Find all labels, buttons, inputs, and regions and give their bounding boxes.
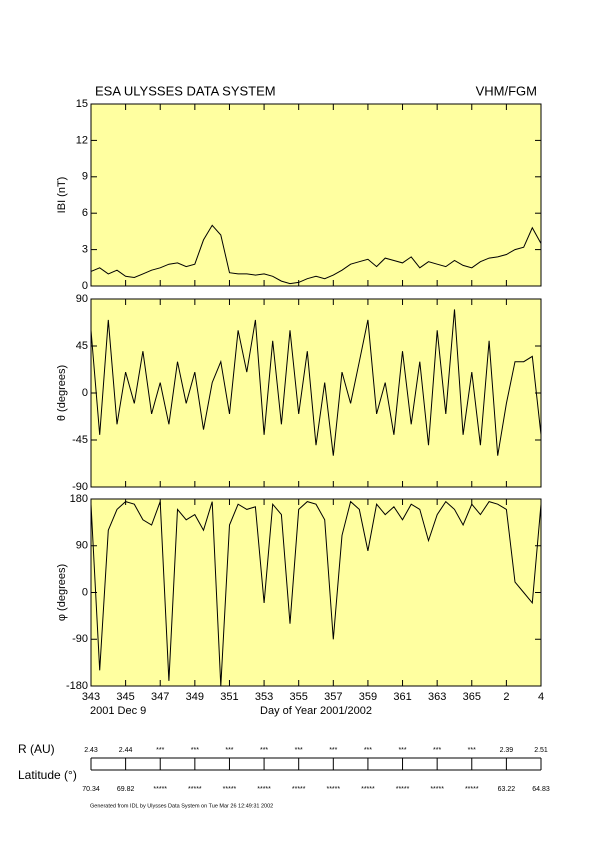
r-value: *** bbox=[295, 747, 303, 754]
lat-value: 69.82 bbox=[117, 786, 135, 793]
instrument: VHM/FGM bbox=[476, 83, 537, 98]
r-value: *** bbox=[191, 747, 199, 754]
x-tick-label: 355 bbox=[290, 691, 308, 703]
r-value: *** bbox=[156, 747, 164, 754]
lat-value: 70.34 bbox=[82, 786, 100, 793]
lat-value: ***** bbox=[188, 786, 202, 793]
plot-frame bbox=[90, 103, 542, 287]
y-tick-label: 180 bbox=[70, 493, 88, 505]
data-line bbox=[90, 500, 542, 687]
plot-background bbox=[91, 499, 541, 686]
y-tick-label: -45 bbox=[72, 434, 88, 446]
x-tick-label: 359 bbox=[359, 691, 377, 703]
lat-value: ***** bbox=[361, 786, 375, 793]
y-tick-label: 45 bbox=[76, 340, 88, 352]
lat-value: ***** bbox=[223, 786, 237, 793]
x-axis-label: Day of Year 2001/2002 bbox=[260, 705, 372, 717]
plot-background bbox=[91, 299, 541, 487]
lat-value: ***** bbox=[257, 786, 271, 793]
x-tick-label: 347 bbox=[151, 691, 169, 703]
x-tick-label: 349 bbox=[186, 691, 204, 703]
r-value: 2.51 bbox=[534, 747, 548, 754]
lat-value: ***** bbox=[396, 786, 410, 793]
r-value: *** bbox=[398, 747, 406, 754]
title: ESA ULYSSES DATA SYSTEM bbox=[95, 83, 276, 98]
y-tick-label: 9 bbox=[82, 171, 88, 183]
r-label: R (AU) bbox=[18, 742, 55, 756]
r-value: 2.44 bbox=[119, 747, 133, 754]
lat-value: 64.83 bbox=[532, 786, 550, 793]
date-label: 2001 Dec 9 bbox=[90, 705, 146, 717]
lat-value: ***** bbox=[292, 786, 306, 793]
x-tick-label: 363 bbox=[428, 691, 446, 703]
y-axis-label: φ (degrees) bbox=[56, 564, 68, 621]
data-line bbox=[90, 309, 542, 456]
y-tick-label: 15 bbox=[76, 98, 88, 110]
lat-label: Latitude (°) bbox=[18, 768, 77, 782]
r-value: *** bbox=[329, 747, 337, 754]
x-tick-label: 361 bbox=[393, 691, 411, 703]
r-value: 2.39 bbox=[500, 747, 514, 754]
y-tick-label: 3 bbox=[82, 244, 88, 256]
y-tick-label: 90 bbox=[76, 293, 88, 305]
r-value: *** bbox=[468, 747, 476, 754]
x-tick-label: 365 bbox=[463, 691, 481, 703]
x-tick-label: 351 bbox=[220, 691, 238, 703]
y-tick-label: -180 bbox=[66, 680, 88, 692]
x-tick-label: 345 bbox=[116, 691, 134, 703]
footer: Generated from IDL by Ulysses Data Syste… bbox=[90, 803, 273, 809]
lat-value: ***** bbox=[430, 786, 444, 793]
r-value: 2.43 bbox=[84, 747, 98, 754]
y-tick-label: 12 bbox=[76, 134, 88, 146]
y-axis-label: IBI (nT) bbox=[56, 177, 68, 214]
lat-value: 63.22 bbox=[498, 786, 516, 793]
lat-value: ***** bbox=[465, 786, 479, 793]
r-value: *** bbox=[364, 747, 372, 754]
y-tick-label: -90 bbox=[72, 633, 88, 645]
y-tick-label: 6 bbox=[82, 207, 88, 219]
lat-value: ***** bbox=[153, 786, 167, 793]
x-tick-label: 4 bbox=[538, 691, 544, 703]
y-tick-label: 0 bbox=[82, 387, 88, 399]
r-value: *** bbox=[225, 747, 233, 754]
plot-background bbox=[91, 104, 541, 286]
data-line bbox=[90, 224, 542, 285]
r-value: *** bbox=[433, 747, 441, 754]
y-axis-label: θ (degrees) bbox=[56, 365, 68, 421]
y-tick-label: -90 bbox=[72, 481, 88, 493]
lat-value: ***** bbox=[326, 786, 340, 793]
x-tick-label: 343 bbox=[82, 691, 100, 703]
x-tick-label: 357 bbox=[324, 691, 342, 703]
y-tick-label: 90 bbox=[76, 540, 88, 552]
x-tick-label: 2 bbox=[503, 691, 509, 703]
y-tick-label: 0 bbox=[82, 280, 88, 292]
x-tick-label: 353 bbox=[255, 691, 273, 703]
y-tick-label: 0 bbox=[82, 586, 88, 598]
r-value: *** bbox=[260, 747, 268, 754]
